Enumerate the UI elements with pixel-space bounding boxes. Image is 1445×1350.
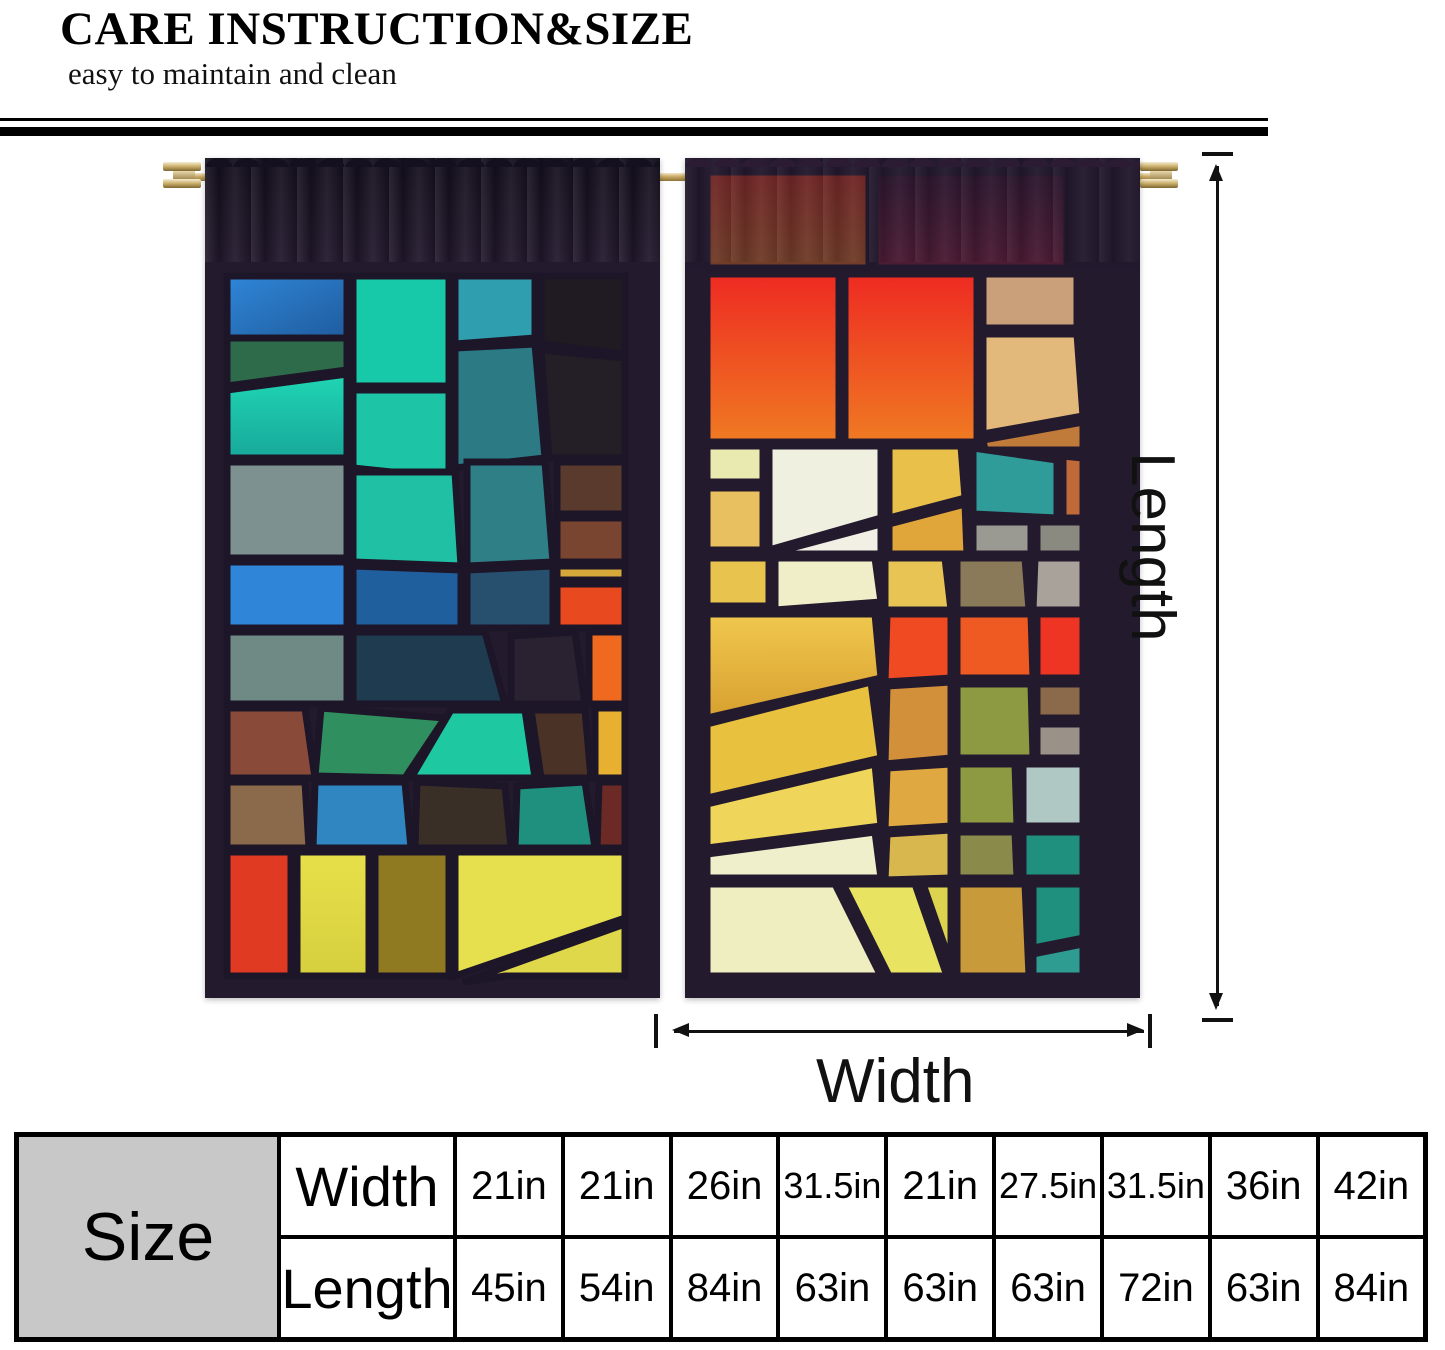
width-value-2: 21in <box>560 1132 673 1239</box>
header-block: CARE INSTRUCTION&SIZE easy to maintain a… <box>0 0 1445 112</box>
length-dimension: Length <box>1118 152 1256 1022</box>
width-value-1: 21in <box>453 1132 565 1239</box>
width-value-5: 21in <box>884 1132 997 1239</box>
length-tick-bottom <box>1202 1018 1233 1022</box>
page-title: CARE INSTRUCTION&SIZE <box>60 3 694 55</box>
length-value-2: 54in <box>560 1235 673 1342</box>
length-value-1: 45in <box>453 1235 565 1342</box>
width-value-4: 31.5in <box>776 1132 889 1239</box>
width-value-3: 26in <box>668 1132 781 1239</box>
page-subtitle: easy to maintain and clean <box>68 56 397 91</box>
row-label-length: Length <box>277 1235 457 1342</box>
divider-thin-rule <box>0 118 1268 121</box>
width-value-6: 27.5in <box>992 1132 1104 1239</box>
right-panel-rod-pocket <box>685 158 1140 262</box>
length-label: Length <box>1118 452 1187 642</box>
width-label: Width <box>816 1047 975 1116</box>
length-value-4: 63in <box>776 1235 889 1342</box>
length-value-8: 63in <box>1207 1235 1320 1342</box>
length-arrowhead-top <box>1209 164 1223 181</box>
length-value-6: 63in <box>992 1235 1104 1342</box>
curtain-rod-finial-left <box>163 162 201 192</box>
width-arrowhead-left <box>672 1023 689 1037</box>
row-label-width: Width <box>277 1132 457 1239</box>
width-dimension: Width <box>648 1008 1168 1118</box>
left-panel-rod-pocket <box>205 158 660 262</box>
table-row-width: Size Width 21in 21in 26in 31.5in 21in 27… <box>14 1132 1428 1342</box>
length-value-9: 84in <box>1315 1235 1428 1342</box>
width-tick-right <box>1148 1014 1152 1048</box>
curtain-panel-right <box>685 158 1140 998</box>
left-panel-stained-glass <box>205 158 660 998</box>
width-value-8: 36in <box>1207 1132 1320 1239</box>
width-tick-left <box>654 1014 658 1048</box>
length-arrowhead-bottom <box>1209 993 1223 1010</box>
width-arrowhead-right <box>1127 1023 1144 1037</box>
divider-thick-rule <box>0 127 1268 136</box>
length-arrow-line <box>1216 166 1219 1006</box>
size-table: Size Width 21in 21in 26in 31.5in 21in 27… <box>14 1132 1428 1342</box>
product-illustration: Length Width <box>0 140 1445 1116</box>
length-tick-top <box>1202 152 1233 156</box>
length-value-3: 84in <box>668 1235 781 1342</box>
size-header-cell: Size <box>14 1132 281 1342</box>
length-value-5: 63in <box>884 1235 997 1342</box>
curtain-rod <box>180 173 1165 181</box>
curtain-panel-left <box>205 158 660 998</box>
table-row-length: Length 45in 54in 84in 63in 63in 63in 72i… <box>17 1235 1428 1342</box>
right-panel-stained-glass <box>685 158 1140 998</box>
width-value-9: 42in <box>1315 1132 1428 1239</box>
width-arrow-line <box>674 1030 1144 1033</box>
length-value-7: 72in <box>1099 1235 1212 1342</box>
width-value-7: 31.5in <box>1099 1132 1212 1239</box>
curtain-rod-finial-right <box>1140 162 1178 192</box>
